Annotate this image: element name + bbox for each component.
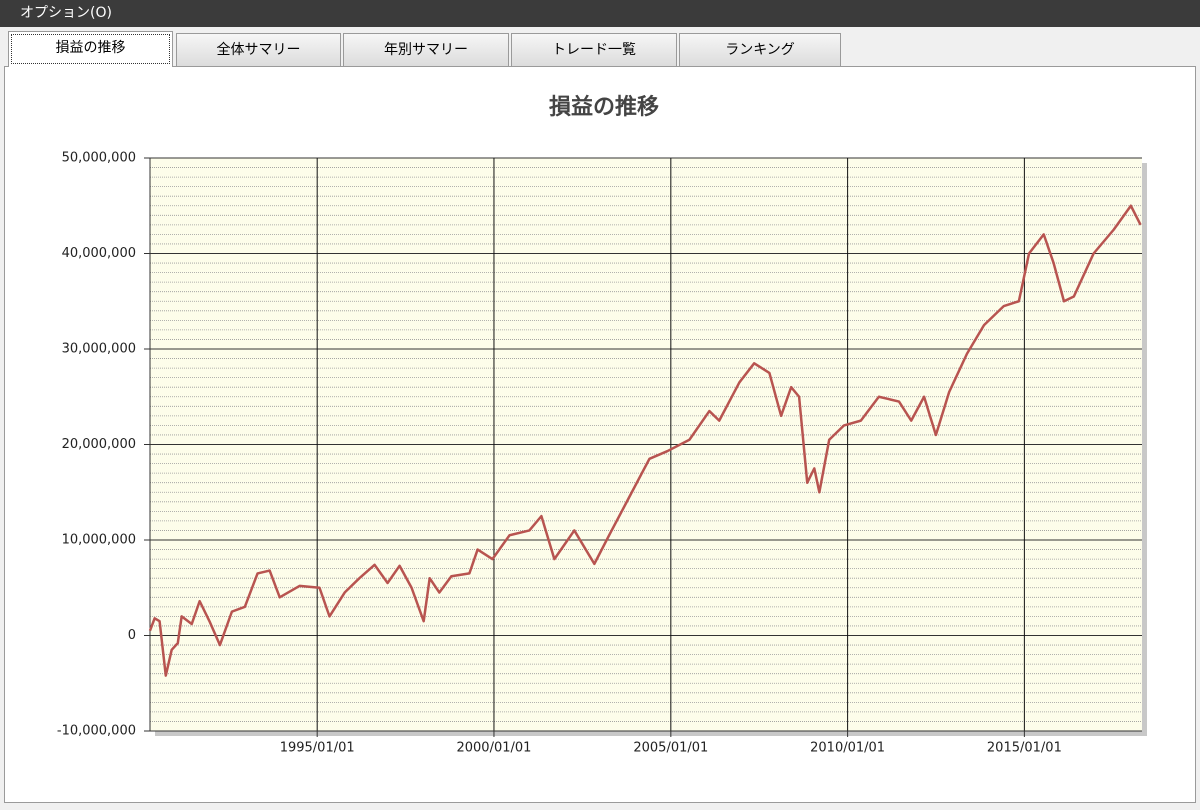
y-tick-label: 50,000,000 <box>62 151 136 166</box>
x-tick-label: 2010/01/01 <box>810 741 885 756</box>
tab[interactable]: 年別サマリー <box>343 33 509 66</box>
x-tick-label: 1995/01/01 <box>280 741 355 756</box>
y-tick-label: 20,000,000 <box>62 437 136 452</box>
data-line <box>148 204 1142 677</box>
y-tick-label: 30,000,000 <box>62 342 136 357</box>
y-tick-label: 10,000,000 <box>62 533 136 548</box>
x-tick-label: 2000/01/01 <box>456 741 531 756</box>
y-tick-label: 40,000,000 <box>62 246 136 261</box>
tab[interactable]: トレード一覧 <box>511 33 677 66</box>
tab[interactable]: ランキング <box>679 33 841 66</box>
tab[interactable]: 損益の推移 <box>8 31 173 67</box>
tab[interactable]: 全体サマリー <box>176 33 341 66</box>
menu-item[interactable]: オプション(O) <box>20 5 112 21</box>
chart-title: 損益の推移 <box>549 94 659 120</box>
x-tick-label: 2015/01/01 <box>987 741 1062 756</box>
x-tick-label: 2005/01/01 <box>633 741 708 756</box>
y-tick-label: 0 <box>128 628 136 643</box>
menu-bar: オプション(O) <box>0 0 1200 27</box>
y-tick-label: -10,000,000 <box>57 724 136 739</box>
